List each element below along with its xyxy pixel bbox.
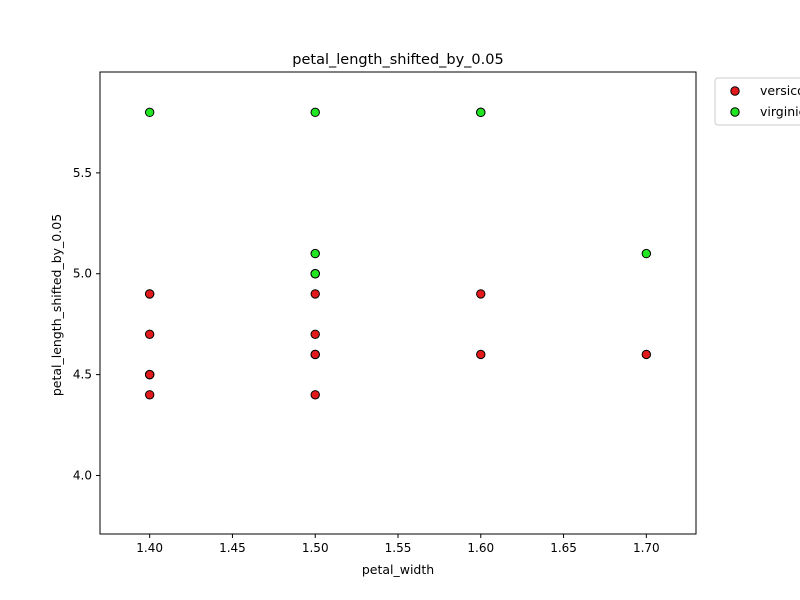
data-point-versicolor (641, 349, 652, 360)
data-point-virginica (310, 248, 320, 259)
data-point-versicolor (476, 289, 486, 299)
x-axis-ticks: 1.40 1.45 1.50 1.55 1.60 1.65 1.70 (136, 534, 660, 555)
data-point-versicolor (144, 289, 155, 299)
y-tick-label: 4.5 (73, 368, 92, 382)
legend-label-virginica: virginica (760, 104, 800, 119)
x-tick-label: 1.45 (219, 541, 246, 555)
legend-label-versicolor: versicolor (760, 83, 800, 98)
x-tick-label: 1.50 (302, 541, 329, 555)
y-axis-label: petal_length_shifted_by_0.05 (49, 214, 64, 396)
y-tick-label: 4.0 (73, 468, 92, 482)
plot-area-frame (99, 71, 697, 535)
x-tick-label: 1.65 (550, 541, 577, 555)
data-point-virginica (310, 107, 320, 118)
y-tick-label: 5.5 (73, 166, 92, 180)
data-point-versicolor (310, 349, 320, 360)
legend-marker-versicolor (730, 86, 740, 96)
y-tick-label: 5.0 (73, 267, 92, 281)
data-point-versicolor (310, 390, 320, 400)
data-point-versicolor (144, 390, 155, 400)
y-axis-ticks: 4.0 4.5 5.0 5.5 (73, 166, 100, 482)
legend-marker-virginica (730, 107, 740, 117)
data-points (144, 107, 652, 400)
data-point-virginica (641, 248, 652, 259)
data-point-versicolor (144, 329, 155, 339)
x-tick-label: 1.60 (467, 541, 494, 555)
data-point-versicolor (310, 289, 320, 299)
chart-title: petal_length_shifted_by_0.05 (292, 52, 503, 68)
data-point-virginica (310, 269, 320, 279)
x-tick-label: 1.40 (136, 541, 163, 555)
data-point-versicolor (144, 369, 155, 380)
data-point-versicolor (476, 349, 486, 360)
data-point-virginica (144, 107, 155, 118)
legend: versicolor virginica (714, 77, 800, 126)
x-axis-label: petal_width (362, 562, 434, 577)
data-point-virginica (476, 107, 486, 118)
x-tick-label: 1.55 (385, 541, 412, 555)
data-point-versicolor (310, 329, 320, 339)
x-tick-label: 1.70 (633, 541, 660, 555)
